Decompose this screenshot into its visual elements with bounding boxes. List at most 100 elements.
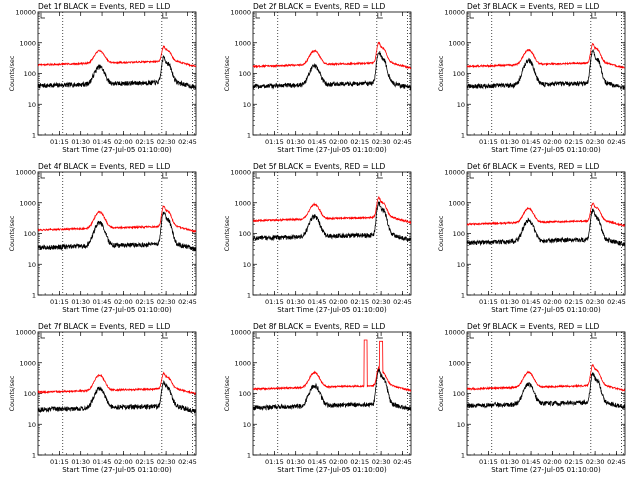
x-tick-label: 02:30 <box>372 458 391 466</box>
y-tick-label: 10 <box>243 421 251 429</box>
interval-marker <box>40 13 45 19</box>
series-events-line <box>37 55 197 90</box>
x-tick-label: 01:15 <box>50 458 69 466</box>
chart-title: Det 5f BLACK = Events, RED = LLD <box>253 162 386 171</box>
x-tick-label: 01:15 <box>50 298 69 306</box>
x-tick-label: 01:15 <box>50 138 69 146</box>
x-tick-label: 02:15 <box>564 458 583 466</box>
y-tick-label: 10 <box>457 421 465 429</box>
chart-panel-6: Det 6f BLACK = Events, RED = LLD 1 10 100 10… <box>437 162 626 314</box>
y-tick-label: 1 <box>32 132 36 140</box>
x-tick-label: 02:00 <box>329 298 348 306</box>
plot-frame <box>37 171 197 296</box>
chart-panel-4: Det 4f BLACK = Events, RED = LLD 1 10 100 10… <box>8 162 197 314</box>
y-tick-label: 10000 <box>15 329 36 337</box>
y-tick-label: 1000 <box>234 199 251 207</box>
y-tick-label: 10 <box>28 101 36 109</box>
y-tick-label: 1000 <box>234 39 251 47</box>
interval-marker <box>255 13 260 19</box>
y-axis-label: Counts/sec <box>223 215 231 251</box>
y-tick-label: 10000 <box>444 169 465 177</box>
series-lld-line <box>252 339 412 393</box>
interval-marker <box>469 13 474 19</box>
series-events-line <box>37 380 197 414</box>
x-axis-label: Start Time (27-Jul-05 01:10:00) <box>491 306 601 314</box>
interval-marker <box>255 333 260 339</box>
interval-marker <box>469 333 474 339</box>
x-tick-label: 02:45 <box>393 458 412 466</box>
y-tick-label: 1000 <box>448 199 465 207</box>
x-tick-label: 02:30 <box>586 458 605 466</box>
x-tick-label: 02:00 <box>543 138 562 146</box>
x-tick-label: 01:30 <box>500 298 519 306</box>
x-tick-label: 02:45 <box>607 138 626 146</box>
interval-marker <box>377 13 383 19</box>
interval-marker <box>377 333 383 339</box>
plot-frame <box>37 331 197 456</box>
series-events-line <box>466 372 626 410</box>
x-tick-label: 01:15 <box>479 458 498 466</box>
series-lld-line <box>37 45 197 68</box>
plot-frame <box>466 171 626 296</box>
x-tick-label: 02:45 <box>178 138 197 146</box>
plot-frame <box>252 11 412 136</box>
series-events-line <box>252 201 412 243</box>
x-tick-label: 01:45 <box>93 458 112 466</box>
y-tick-label: 1000 <box>234 359 251 367</box>
x-tick-label: 01:15 <box>265 298 284 306</box>
x-tick-label: 01:30 <box>500 458 519 466</box>
y-tick-label: 100 <box>239 70 251 78</box>
interval-marker <box>591 333 597 339</box>
x-tick-label: 01:45 <box>522 458 541 466</box>
y-tick-label: 1 <box>461 132 465 140</box>
plot-frame <box>252 171 412 296</box>
series-events-line <box>253 368 412 411</box>
x-axis-label: Start Time (27-Jul-05 01:10:00) <box>62 466 172 474</box>
y-tick-label: 10 <box>243 101 251 109</box>
y-tick-label: 1 <box>461 292 465 300</box>
series-lld-line <box>466 202 626 227</box>
x-tick-label: 02:00 <box>114 458 133 466</box>
y-axis-label: Counts/sec <box>437 215 445 251</box>
series-events-line <box>466 48 625 91</box>
y-tick-label: 100 <box>453 390 465 398</box>
series-lld-line <box>252 41 412 70</box>
x-axis-label: Start Time (27-Jul-05 01:10:00) <box>277 306 387 314</box>
chart-title: Det 2f BLACK = Events, RED = LLD <box>253 2 386 11</box>
y-tick-label: 1000 <box>448 39 465 47</box>
y-tick-label: 10 <box>243 261 251 269</box>
x-axis-label: Start Time (27-Jul-05 01:10:00) <box>491 466 601 474</box>
x-tick-label: 02:15 <box>135 138 154 146</box>
interval-marker <box>162 173 168 179</box>
interval-marker <box>40 333 45 339</box>
chart-panel-9: Det 9f BLACK = Events, RED = LLD 1 10 100 10… <box>437 322 626 474</box>
chart-panel-7: Det 7f BLACK = Events, RED = LLD 1 10 100 10… <box>8 322 197 474</box>
x-tick-label: 01:45 <box>522 298 541 306</box>
x-tick-label: 01:15 <box>265 138 284 146</box>
x-tick-label: 02:45 <box>607 298 626 306</box>
x-tick-label: 02:00 <box>543 298 562 306</box>
chart-panel-5: Det 5f BLACK = Events, RED = LLD 1 10 100 10… <box>223 162 412 314</box>
interval-marker <box>469 173 474 179</box>
x-tick-label: 02:45 <box>607 458 626 466</box>
series-lld-line <box>37 205 197 234</box>
x-tick-label: 02:15 <box>135 298 154 306</box>
y-tick-label: 1 <box>247 132 251 140</box>
y-tick-label: 1 <box>32 452 36 460</box>
plot-frame <box>466 11 626 136</box>
y-tick-label: 10000 <box>444 329 465 337</box>
x-tick-label: 02:00 <box>329 458 348 466</box>
y-tick-label: 100 <box>453 70 465 78</box>
x-tick-label: 02:30 <box>372 298 391 306</box>
x-tick-label: 01:15 <box>479 138 498 146</box>
x-tick-label: 01:30 <box>71 138 90 146</box>
chart-title: Det 3f BLACK = Events, RED = LLD <box>467 2 600 11</box>
x-tick-label: 01:45 <box>522 138 541 146</box>
x-tick-label: 02:15 <box>564 138 583 146</box>
x-axis-label: Start Time (27-Jul-05 01:10:00) <box>277 466 387 474</box>
x-tick-label: 02:00 <box>114 298 133 306</box>
x-tick-label: 02:30 <box>157 138 176 146</box>
y-tick-label: 1 <box>247 292 251 300</box>
y-tick-label: 100 <box>239 390 251 398</box>
y-tick-label: 10 <box>457 261 465 269</box>
